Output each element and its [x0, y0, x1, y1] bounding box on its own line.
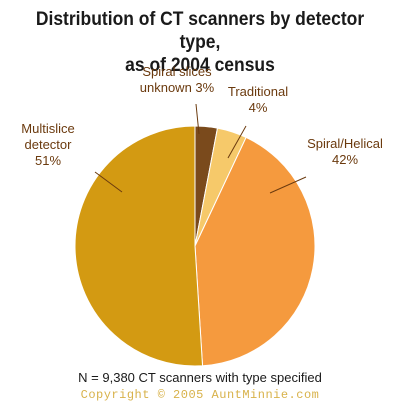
leader-line-0	[195, 103, 200, 135]
leader-line-1	[227, 125, 247, 159]
slice-label-3-line-2: 51%	[35, 153, 61, 168]
chart-title: Distribution of CT scanners by detector …	[16, 8, 384, 77]
slice-label-2-line-0: Spiral/Helical	[307, 136, 383, 151]
slice-label-1-line-0: Traditional	[228, 84, 288, 99]
chart-footnote: N = 9,380 CT scanners with type specifie…	[78, 370, 322, 385]
slice-label-0-line-1: unknown 3%	[140, 80, 215, 95]
slice-label-3: Multislice detector 51%	[21, 121, 74, 168]
leader-line-2	[269, 176, 307, 194]
chart-title-line-1: Distribution of CT scanners by detector …	[35, 9, 365, 53]
slice-label-3-line-1: detector	[25, 137, 73, 152]
pie-slice-2	[194, 136, 316, 367]
slice-label-0-line-0: Spiral slices	[142, 64, 212, 79]
slice-label-0: Spiral slices unknown 3%	[140, 64, 215, 95]
chart-title-line-2: as of 2004 census	[125, 55, 275, 76]
pie-slice-3	[74, 125, 204, 367]
slice-label-3-line-0: Multislice	[21, 121, 74, 136]
copyright-notice: Copyright © 2005 AuntMinnie.com	[80, 388, 320, 402]
slice-label-1: Traditional 4%	[228, 84, 288, 115]
slice-label-1-line-1: 4%	[249, 100, 268, 115]
slice-label-2: Spiral/Helical 42%	[307, 136, 383, 167]
slice-label-2-line-1: 42%	[332, 152, 358, 167]
leader-line-3	[94, 171, 123, 193]
